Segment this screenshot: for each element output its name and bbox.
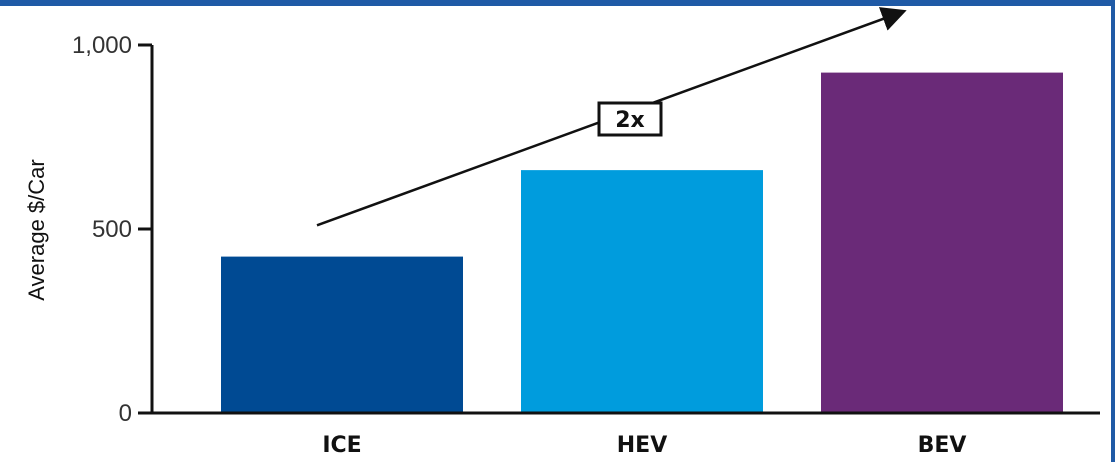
right-frame-bar [1111,0,1115,462]
x-label-hev: HEV [617,433,667,458]
y-axis-title: Average $/Car [24,159,49,300]
x-axis-labels: ICE HEV BEV [322,433,966,458]
top-frame-bar [0,0,1115,6]
annotation-label: 2x [615,108,645,133]
bars [221,72,1063,413]
bar-hev [521,170,763,413]
x-label-ice: ICE [322,433,361,458]
bar-bev [821,72,1063,413]
y-tick-label: 0 [119,400,132,427]
bar-ice [221,256,463,413]
annotation-box [597,101,663,137]
x-label-bev: BEV [918,433,967,458]
y-tick-label: 1,000 [72,32,132,59]
y-axis-ticks: 0 500 1,000 [72,32,152,427]
y-tick-label: 500 [92,216,132,243]
